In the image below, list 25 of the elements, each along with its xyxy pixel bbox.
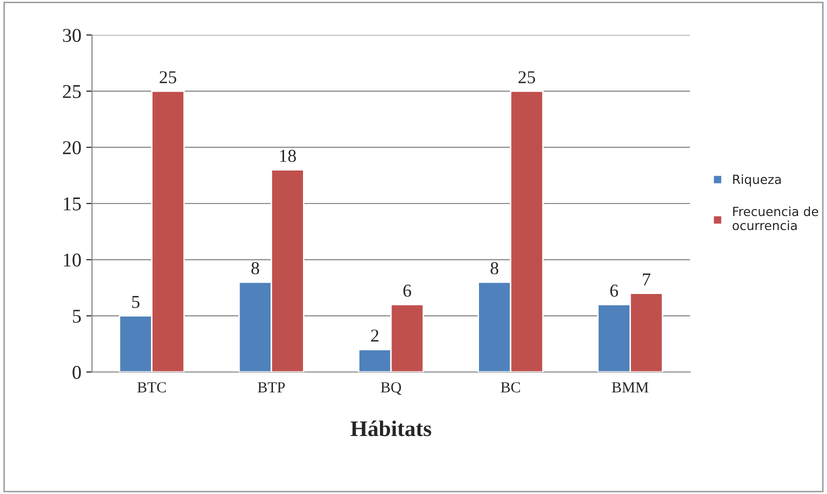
- data-label: 7: [643, 274, 650, 286]
- data-label: 8: [490, 262, 498, 274]
- y-tick-label: 10: [64, 253, 81, 267]
- y-tick-label: 25: [62, 85, 81, 98]
- data-label: 2: [371, 330, 378, 342]
- data-label: 6: [403, 284, 412, 297]
- y-tick-label: 5: [72, 310, 81, 323]
- x-tick-label: BC: [500, 382, 520, 392]
- x-tick-label: BMM: [612, 382, 648, 392]
- legend-label: Riqueza: [733, 174, 781, 186]
- x-tick-label: BQ: [380, 382, 402, 395]
- data-label: 25: [160, 71, 176, 84]
- data-label: 25: [518, 71, 536, 84]
- x-tick-label: BTC: [137, 382, 166, 392]
- y-tick-label: 30: [63, 28, 81, 42]
- legend-label: Frecuencia de ocurrencia: [732, 206, 818, 230]
- y-tick-label: 0: [72, 366, 81, 379]
- x-tick-label: BTP: [258, 382, 285, 392]
- y-tick-label: 20: [62, 141, 81, 154]
- data-label: 18: [280, 150, 296, 162]
- x-axis-title: Hábitats: [350, 420, 432, 436]
- data-label: 5: [132, 296, 140, 308]
- data-label: 8: [251, 262, 260, 274]
- y-tick-label: 15: [64, 197, 81, 210]
- data-label: 6: [610, 284, 618, 297]
